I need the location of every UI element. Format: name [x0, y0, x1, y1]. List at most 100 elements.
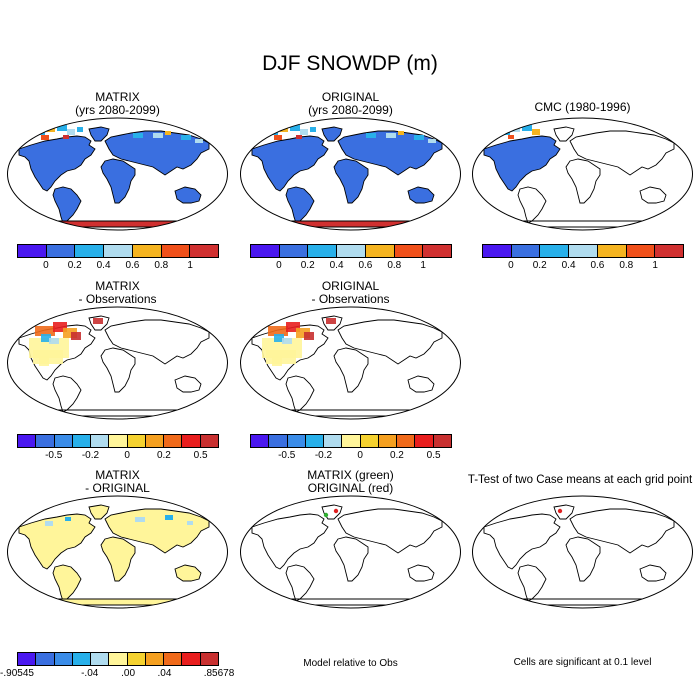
colorbar-tick-label: -0.2: [314, 450, 333, 461]
grid-cell: [532, 129, 540, 135]
grid-cell: [41, 135, 49, 140]
grid-cell: [187, 521, 193, 525]
colorbar-swatch: [324, 435, 343, 447]
colorbar-swatch: [18, 653, 37, 665]
colorbar-tick-label: 0.2: [156, 450, 171, 461]
colorbar-ticks: -0.5 -0.2 0 0.2 0.5: [17, 448, 219, 462]
continent-na: [251, 135, 329, 192]
colorbar-tick-label: .00: [121, 668, 136, 679]
continent-eu: [104, 130, 210, 176]
map-matrix-minus-original: [5, 493, 230, 611]
grid-cell: [274, 334, 284, 342]
grid-cell: [53, 322, 67, 332]
map-svg: [7, 117, 228, 231]
colorbar-swatch: [597, 245, 627, 257]
map-border: [7, 306, 228, 420]
colorbar-swatch: [109, 653, 128, 665]
colorbar-swatch: [161, 245, 191, 257]
colorbar-tick-label: 0: [508, 260, 514, 271]
continent-na: [251, 513, 329, 570]
colorbar-tick-label: -0.5: [45, 450, 63, 461]
continent-africa: [333, 158, 369, 204]
colorbar-swatch: [200, 653, 218, 665]
colorbar-tick-label: 0.8: [154, 260, 169, 271]
grid-cell: [67, 129, 75, 135]
colorbar-swatch: [145, 653, 165, 665]
grid-cell: [165, 131, 171, 135]
continent-eu: [337, 319, 443, 365]
panel-title-cmc: CMC (1980-1996): [470, 101, 695, 114]
grid-cell: [49, 338, 59, 344]
colorbar-swatch: [540, 245, 570, 257]
grid-cell: [428, 139, 436, 143]
continent-africa: [565, 158, 601, 204]
figure-title: DJF SNOWDP (m): [262, 52, 438, 75]
continent-greenland: [88, 504, 110, 520]
colorbar-diff-matrix: -0.5 -0.2 0 0.2 0.5: [17, 434, 219, 462]
grid-cell: [77, 127, 83, 132]
continent-na: [18, 135, 96, 192]
map-border: [472, 495, 693, 609]
grid-cell: [165, 515, 173, 520]
colorbar-tick-label: 0.2: [300, 260, 315, 271]
grid-cell: [135, 517, 145, 522]
grid-cell: [300, 129, 308, 135]
colorbar-swatch: [433, 435, 451, 447]
colorbar-tick-label: 0: [124, 450, 130, 461]
colorbar-ticks: -.90545 -.04 .00 .04 .85678: [0, 666, 234, 680]
colorbar-tick-label: 0.8: [619, 260, 634, 271]
grid-cell: [63, 135, 69, 139]
map-significance-both: [238, 493, 463, 611]
colorbar-tick-label: 1: [187, 260, 193, 271]
colorbar-swatch: [46, 245, 76, 257]
panel-title-line: - Observations: [311, 292, 390, 306]
continent-sa: [285, 564, 315, 602]
colorbar-swatch: [483, 245, 512, 257]
colorbar-swatch: [127, 653, 146, 665]
panel-title-line: (yrs 2080-2099): [308, 103, 393, 117]
colorbar-tick-label: 1: [420, 260, 426, 271]
colorbar-swatches: [17, 244, 219, 258]
colorbar-swatch: [626, 245, 656, 257]
colorbar-diff-original: -0.5 -0.2 0 0.2 0.5: [250, 434, 452, 462]
colorbar-swatch: [91, 435, 110, 447]
colorbar-snow-matrix: 0 0.2 0.4 0.6 0.8 1: [17, 244, 219, 272]
panel-title-line: MATRIX (green): [307, 468, 394, 482]
continent-eu: [337, 130, 443, 176]
grid-cell: [508, 135, 514, 139]
colorbar-ticks: 0 0.2 0.4 0.6 0.8 1: [482, 258, 684, 272]
grid-cell: [522, 125, 532, 131]
map-svg: [240, 117, 461, 231]
continent-africa: [333, 347, 369, 393]
colorbar-snow-original: 0 0.2 0.4 0.6 0.8 1: [250, 244, 452, 272]
continent-greenland: [88, 126, 110, 142]
continent-greenland: [553, 504, 575, 520]
colorbar-swatch: [164, 653, 183, 665]
note-cells-significant: Cells are significant at 0.1 level: [513, 657, 652, 668]
grid-cell: [63, 328, 77, 338]
grid-cell: [45, 521, 53, 526]
panel-title-line: ORIGINAL (red): [307, 481, 394, 495]
colorbar-swatch: [251, 245, 280, 257]
continent-eu: [337, 508, 443, 554]
colorbar-ticks: 0 0.2 0.4 0.6 0.8 1: [250, 258, 452, 272]
colorbar-swatch: [342, 435, 361, 447]
continent-eu: [569, 130, 675, 176]
colorbar-swatch: [655, 245, 684, 257]
map-svg: [7, 306, 228, 420]
colorbar-swatch: [132, 245, 162, 257]
colorbar-tick-label: 0.4: [329, 260, 344, 271]
colorbar-swatch: [182, 653, 201, 665]
panel-title-line: MATRIX: [95, 279, 140, 293]
map-border: [240, 117, 461, 231]
grid-cell: [57, 125, 67, 131]
colorbar-tick-label: 0: [276, 260, 282, 271]
grid-cell: [326, 318, 336, 324]
grid-cell: [181, 135, 191, 140]
panel-title-line: - Observations: [78, 292, 157, 306]
continent-africa: [100, 158, 136, 204]
colorbar-tick-label: 0: [357, 450, 363, 461]
panel-title-line: ORIGINAL: [321, 279, 380, 293]
colorbar-swatch: [308, 245, 338, 257]
continent-africa: [100, 536, 136, 582]
